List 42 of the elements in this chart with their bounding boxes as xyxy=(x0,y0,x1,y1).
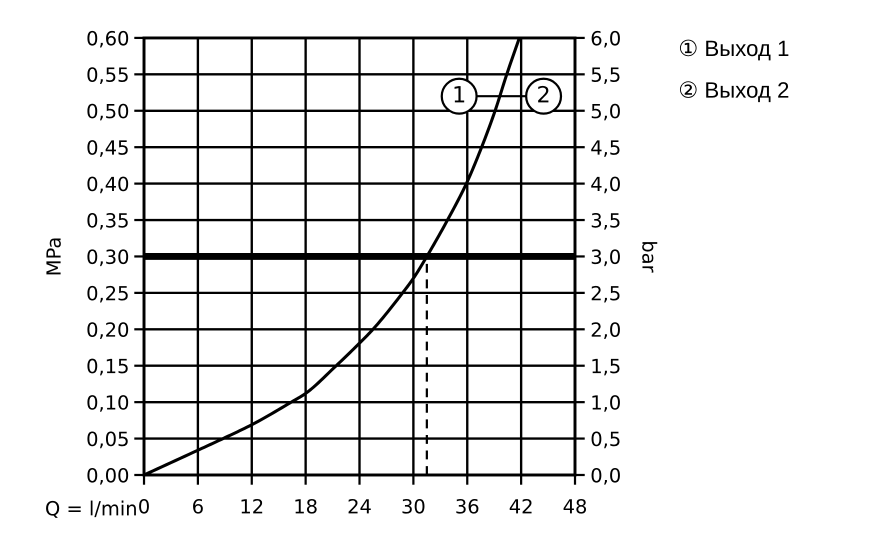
x-tick-label: 18 xyxy=(295,498,317,514)
text: ① Выход 1 xyxy=(680,40,788,60)
x-tick-label: 24 xyxy=(348,498,371,514)
y-tick-label: 0,55 xyxy=(87,67,128,84)
annotation: 2 xyxy=(538,86,548,102)
y2-tick-label: 2,0 xyxy=(592,322,620,339)
y2-tick-label: 5,0 xyxy=(592,104,620,120)
y-tick-label: 0,00 xyxy=(87,468,128,485)
y2-tick-label: 3,0 xyxy=(592,249,620,266)
y-tick-label: 0,40 xyxy=(87,176,128,194)
x-tick-label: 36 xyxy=(456,498,478,514)
text: ② Выход 2 xyxy=(680,81,788,102)
x-tick-label: 0 xyxy=(139,498,149,514)
y2-tick-label: 3,5 xyxy=(592,212,620,230)
y-tick-label: 0,30 xyxy=(87,249,128,266)
x-tick-label: 48 xyxy=(564,498,586,514)
x-tick-label: 42 xyxy=(510,498,532,514)
x-axis-title: Q = l/min xyxy=(46,500,136,518)
y2-tick-label: 4,5 xyxy=(591,140,620,157)
y2-tick-label: 1,5 xyxy=(592,358,620,376)
x-tick-label: 6 xyxy=(193,498,203,514)
x-tick-label: 30 xyxy=(402,498,424,514)
y-tick-label: 0,20 xyxy=(87,322,128,339)
y-tick-label: 0,50 xyxy=(87,104,128,120)
y-tick-label: 0,15 xyxy=(87,358,128,376)
y-tick-label: 0,45 xyxy=(87,140,128,157)
y2-axis-title: bar xyxy=(642,242,658,273)
y2-tick-label: 6,0 xyxy=(592,30,620,48)
x-tick-label: 12 xyxy=(242,498,262,514)
y2-tick-label: 2,5 xyxy=(592,286,620,303)
y-tick-label: 0,60 xyxy=(87,30,128,48)
y2-tick-label: 4,0 xyxy=(591,176,620,194)
y2-tick-label: 0,0 xyxy=(592,468,620,485)
y2-tick-label: 0,5 xyxy=(592,432,620,448)
y-axis-title: MPa xyxy=(46,238,61,274)
y-tick-label: 0,35 xyxy=(87,212,128,230)
y2-tick-label: 5,5 xyxy=(592,68,620,84)
y-tick-label: 0,10 xyxy=(87,395,128,412)
y-tick-label: 0,25 xyxy=(87,286,128,303)
y2-tick-label: 1,0 xyxy=(592,395,620,412)
y-tick-label: 0,05 xyxy=(87,432,128,448)
annotation: 1 xyxy=(454,86,464,102)
